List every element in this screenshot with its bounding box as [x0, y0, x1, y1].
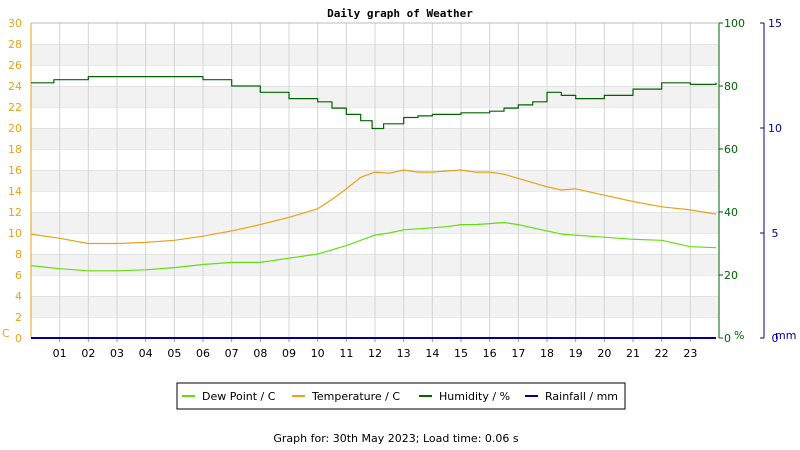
legend-box — [176, 382, 626, 410]
x-tick-label: 08 — [253, 347, 267, 360]
x-tick-label: 03 — [110, 347, 124, 360]
legend: Dew Point / C Temperature / C Humidity / %… — [176, 382, 626, 410]
right-tick-label: 80 — [724, 80, 738, 93]
x-tick-label: 22 — [655, 347, 669, 360]
x-tick-label: 21 — [626, 347, 640, 360]
right-tick-label: 60 — [724, 143, 738, 156]
left-tick-label: 20 — [8, 122, 22, 135]
right-tick-label: 40 — [724, 206, 738, 219]
series-line-humidity — [31, 76, 717, 130]
x-tick-label: 23 — [683, 347, 697, 360]
rain-tick-label: 15 — [768, 17, 782, 30]
left-tick-label: 6 — [15, 269, 22, 282]
right-axis-ticks: 0 20 40 60 80 100 — [719, 17, 745, 345]
legend-label: Humidity / % — [439, 390, 510, 403]
x-tick-label: 15 — [454, 347, 468, 360]
legend-label: Dew Point / C — [202, 390, 276, 403]
vertical-gridlines — [59, 23, 691, 338]
right-tick-label: 20 — [724, 269, 738, 282]
x-tick-label: 14 — [425, 347, 439, 360]
left-tick-label: 2 — [15, 311, 22, 324]
left-tick-label: 12 — [8, 206, 22, 219]
chart-title: Daily graph of Weather — [327, 7, 473, 20]
rain-axis-ticks: 0 5 10 15 — [760, 17, 782, 345]
rain-tick-label: 0 — [772, 332, 779, 345]
x-tick-label: 11 — [339, 347, 353, 360]
left-tick-label: 0 — [15, 332, 22, 345]
x-tick-label: 06 — [196, 347, 210, 360]
right-tick-label: 100 — [724, 17, 745, 30]
x-axis-ticks: 01 02 03 04 05 06 07 08 09 10 11 12 13 14 15 16 17 18 19 20… — [53, 338, 697, 360]
rain-tick-label: 10 — [768, 122, 782, 135]
left-tick-label: 10 — [8, 227, 22, 240]
x-tick-label: 02 — [81, 347, 95, 360]
right-tick-label: 0 — [724, 332, 731, 345]
left-tick-label: 28 — [8, 38, 22, 51]
x-tick-label: 07 — [225, 347, 239, 360]
x-tick-label: 05 — [167, 347, 181, 360]
axis-units: C% mm — [2, 327, 796, 342]
right-axis-unit: % — [734, 329, 744, 342]
left-tick-label: 22 — [8, 101, 22, 114]
x-tick-label: 12 — [368, 347, 382, 360]
left-tick-label: 4 — [15, 290, 22, 303]
x-tick-label: 04 — [139, 347, 153, 360]
footer-text: Graph for: 30th May 2023; Load time: 0.0… — [273, 432, 519, 445]
legend-label: Rainfall / mm — [545, 390, 618, 403]
left-tick-label: 24 — [8, 80, 22, 93]
x-tick-label: 19 — [569, 347, 583, 360]
x-tick-label: 13 — [397, 347, 411, 360]
x-tick-label: 01 — [53, 347, 67, 360]
left-tick-label: 30 — [8, 17, 22, 30]
x-tick-label: 16 — [483, 347, 497, 360]
series-line-dew — [30, 221, 717, 272]
left-tick-label: 16 — [8, 164, 22, 177]
x-tick-label: 17 — [511, 347, 525, 360]
left-tick-label: 14 — [8, 185, 22, 198]
left-axis-unit: C — [2, 327, 10, 340]
rain-tick-label: 5 — [772, 227, 779, 240]
series-lines — [30, 76, 717, 339]
x-tick-label: 10 — [311, 347, 325, 360]
legend-label: Temperature / C — [311, 390, 400, 403]
left-tick-label: 18 — [8, 143, 22, 156]
rain-axis-unit: mm — [775, 329, 796, 342]
x-tick-label: 09 — [282, 347, 296, 360]
left-tick-label: 26 — [8, 59, 22, 72]
axes — [30, 22, 765, 338]
left-tick-label: 8 — [15, 248, 22, 261]
x-tick-label: 20 — [597, 347, 611, 360]
series-line-temperature — [30, 169, 717, 245]
x-tick-label: 18 — [540, 347, 554, 360]
